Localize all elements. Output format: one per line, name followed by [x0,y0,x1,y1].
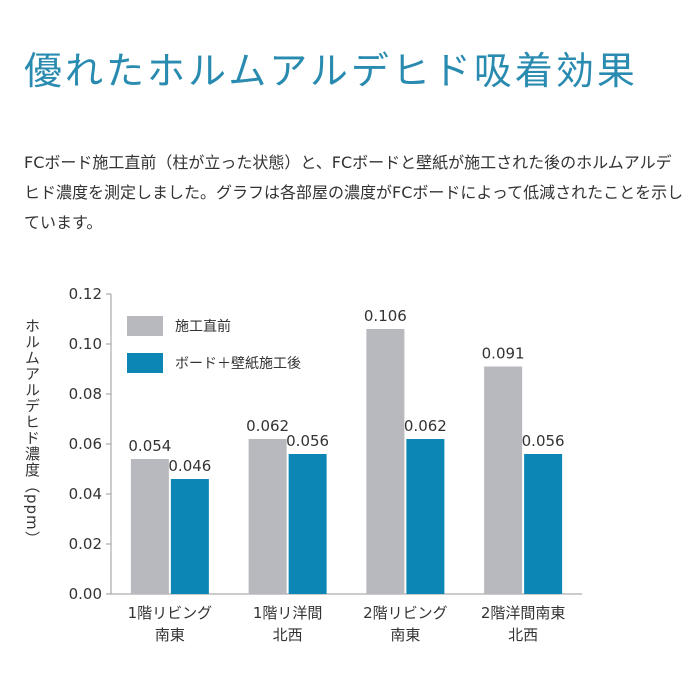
y-tick-label: 0.00 [69,585,102,603]
data-label: 0.056 [522,432,565,450]
x-tick-label: 北西 [508,626,538,644]
data-label: 0.106 [364,307,407,325]
bar-before [484,366,523,594]
x-tick-label: 2階洋間南東 [481,604,566,622]
description-text: FCボード施工直前（柱が立った状態）と、FCボードと壁紙が施工された後のホルムア… [24,153,684,232]
x-tick-label: 1階リ洋間 [253,604,323,622]
legend-label: 施工直前 [175,318,231,335]
bar-after [288,454,327,594]
bar-before [130,459,169,594]
bar-after [170,479,209,594]
y-tick-label: 0.04 [69,485,102,503]
data-label: 0.062 [404,417,447,435]
data-label: 0.054 [128,437,171,455]
legend-swatch-after [127,353,163,373]
x-tick-label: 北西 [273,626,303,644]
bar-after [524,454,563,594]
x-tick-label: 1階リビング [128,604,213,622]
bar-before [248,439,287,594]
legend-swatch-before [127,316,163,336]
data-label: 0.062 [246,417,289,435]
bar-before [366,329,405,594]
bar-after [406,439,445,594]
data-label: 0.046 [168,457,211,475]
x-tick-label: 南東 [155,626,185,644]
y-tick-label: 0.08 [69,385,102,403]
y-tick-label: 0.10 [69,335,102,353]
page-title: 優れたホルムアルデヒド吸着効果 [24,49,638,93]
y-tick-label: 0.06 [69,435,102,453]
legend-label: ボード＋壁紙施工後 [175,356,301,372]
y-tick-label: 0.12 [69,285,102,303]
data-label: 0.056 [286,432,329,450]
y-tick-label: 0.02 [69,535,102,553]
data-label: 0.091 [482,345,525,363]
x-tick-label: 2階リビング [363,604,448,622]
x-tick-label: 南東 [390,626,420,644]
y-axis-label: ホルムアルデヒド濃度（ppm） [23,318,41,547]
